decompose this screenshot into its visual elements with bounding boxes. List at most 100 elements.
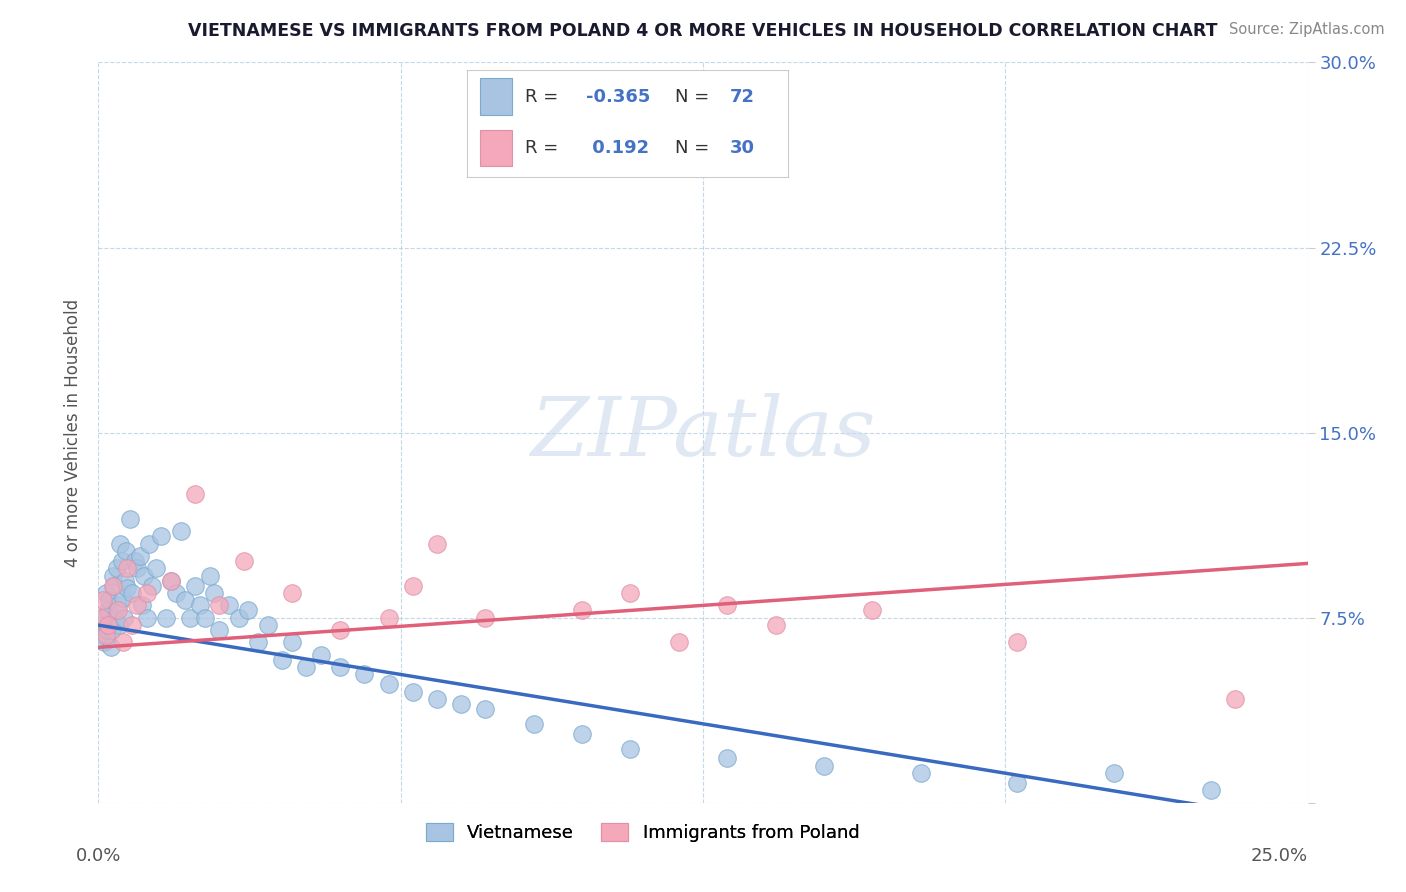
Point — [105, 561, 128, 575]
Point — [128, 549, 150, 563]
Point — [145, 561, 167, 575]
Point — [104, 610, 127, 624]
Point — [134, 568, 156, 582]
Point — [107, 599, 129, 613]
Point — [127, 599, 149, 613]
Point — [107, 618, 129, 632]
Point — [121, 586, 143, 600]
Text: Source: ZipAtlas.com: Source: ZipAtlas.com — [1229, 22, 1385, 37]
Point — [188, 599, 211, 613]
Point — [295, 660, 318, 674]
Point — [271, 653, 294, 667]
Point — [174, 593, 197, 607]
Point — [121, 618, 143, 632]
Point — [571, 603, 593, 617]
Point — [765, 618, 787, 632]
Point — [135, 586, 157, 600]
Point — [91, 593, 114, 607]
Point — [813, 758, 835, 772]
Point — [716, 751, 738, 765]
Point — [523, 716, 546, 731]
Point — [101, 579, 124, 593]
Point — [112, 610, 135, 624]
Point — [571, 727, 593, 741]
Point — [160, 574, 183, 588]
Point — [281, 635, 304, 649]
Point — [426, 536, 449, 550]
Point — [402, 685, 425, 699]
Point — [247, 635, 270, 649]
Point — [150, 529, 173, 543]
Point — [91, 628, 114, 642]
Point — [114, 574, 136, 588]
Point — [232, 554, 254, 568]
Point — [160, 574, 183, 588]
Point — [108, 536, 131, 550]
Point — [91, 610, 114, 624]
Point — [218, 599, 240, 613]
Point — [117, 581, 139, 595]
Point — [131, 599, 153, 613]
Point — [118, 512, 141, 526]
Point — [96, 623, 118, 637]
Point — [124, 554, 146, 568]
Point — [155, 610, 177, 624]
Point — [353, 667, 375, 681]
Point — [716, 599, 738, 613]
Point — [169, 524, 191, 539]
Point — [111, 591, 134, 605]
Point — [94, 586, 117, 600]
Legend: Vietnamese, Immigrants from Poland: Vietnamese, Immigrants from Poland — [419, 815, 866, 849]
Point — [90, 610, 112, 624]
Point — [117, 561, 139, 575]
Point — [98, 593, 121, 607]
Point — [93, 635, 115, 649]
Point — [101, 568, 124, 582]
Point — [115, 544, 138, 558]
Point — [165, 586, 187, 600]
Point — [1102, 766, 1125, 780]
Point — [377, 610, 399, 624]
Point — [97, 603, 120, 617]
Point — [474, 610, 496, 624]
Point — [97, 618, 120, 632]
Point — [256, 618, 278, 632]
Point — [329, 660, 352, 674]
Point — [309, 648, 332, 662]
Point — [100, 640, 122, 655]
Point — [198, 568, 221, 582]
Point — [668, 635, 690, 649]
Text: 0.0%: 0.0% — [76, 847, 121, 865]
Point — [523, 154, 546, 169]
Point — [111, 635, 134, 649]
Point — [474, 702, 496, 716]
Point — [402, 579, 425, 593]
Y-axis label: 4 or more Vehicles in Household: 4 or more Vehicles in Household — [65, 299, 83, 566]
Point — [107, 603, 129, 617]
Point — [1199, 783, 1222, 797]
Point — [90, 618, 112, 632]
Point — [141, 579, 163, 593]
Point — [94, 628, 117, 642]
Point — [426, 692, 449, 706]
Point — [184, 579, 207, 593]
Point — [179, 610, 201, 624]
Point — [1007, 635, 1029, 649]
Point — [228, 610, 250, 624]
Point — [127, 561, 149, 575]
Point — [208, 623, 231, 637]
Point — [619, 586, 641, 600]
Point — [860, 603, 883, 617]
Point — [910, 766, 932, 780]
Text: 25.0%: 25.0% — [1250, 847, 1308, 865]
Point — [184, 487, 207, 501]
Point — [194, 610, 217, 624]
Point — [204, 586, 226, 600]
Point — [1007, 776, 1029, 790]
Point — [138, 536, 160, 550]
Point — [103, 579, 125, 593]
Point — [111, 554, 134, 568]
Point — [1223, 692, 1246, 706]
Text: ZIPatlas: ZIPatlas — [530, 392, 876, 473]
Point — [619, 741, 641, 756]
